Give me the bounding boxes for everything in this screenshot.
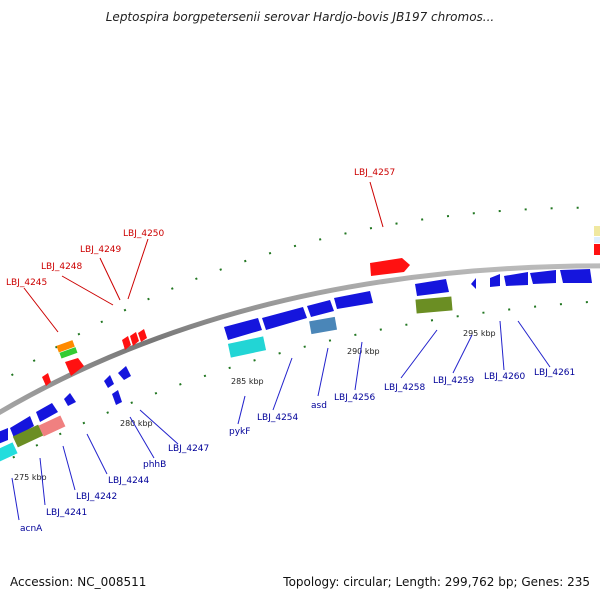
gene-label-LBJ_4249[interactable]: LBJ_4249: [80, 245, 122, 255]
reverse-gene-labels: acnA LBJ_4241 LBJ_4242 LBJ_4244 phhB LBJ…: [20, 368, 575, 534]
feature-LBJ_4249[interactable]: [122, 336, 131, 350]
feature-olive-2[interactable]: [415, 296, 453, 314]
feature-rev-12[interactable]: [415, 279, 449, 296]
reverse-strand-features: [0, 269, 592, 462]
backbone-arc: [0, 263, 600, 416]
gene-label-LBJ_4257[interactable]: LBJ_4257: [354, 168, 395, 178]
feature-steelblue[interactable]: [309, 316, 338, 335]
gene-label-LBJ_4242[interactable]: LBJ_4242: [76, 492, 117, 502]
inner-guide-arc: [0, 300, 600, 466]
gene-label-LBJ_4261[interactable]: LBJ_4261: [534, 368, 575, 378]
feature-rev-4[interactable]: [64, 393, 76, 406]
feature-orange[interactable]: [56, 340, 75, 353]
feature-LBJ_4257[interactable]: [370, 258, 410, 276]
tick-label: 285 kbp: [231, 377, 264, 386]
gene-label-LBJ_4248[interactable]: LBJ_4248: [41, 262, 83, 272]
feature-rev-7[interactable]: [112, 390, 122, 405]
feature-green-small[interactable]: [59, 347, 78, 359]
forward-leader-lines: [23, 181, 384, 333]
gene-label-acnA[interactable]: acnA: [20, 524, 43, 534]
gene-label-LBJ_4244[interactable]: LBJ_4244: [108, 476, 150, 486]
gene-label-LBJ_4258[interactable]: LBJ_4258: [384, 383, 426, 393]
feature-rev-1[interactable]: [0, 428, 8, 444]
gene-label-LBJ_4250[interactable]: LBJ_4250: [123, 229, 165, 239]
gene-label-LBJ_4260[interactable]: LBJ_4260: [484, 372, 526, 382]
gene-label-LBJ_4254[interactable]: LBJ_4254: [257, 413, 299, 423]
gene-label-LBJ_4256[interactable]: LBJ_4256: [334, 393, 376, 403]
reverse-leader-lines: [11, 320, 551, 521]
feature-cyan-2[interactable]: [227, 336, 267, 358]
gene-label-pykF[interactable]: pykF: [229, 427, 250, 437]
tick-label: 275 kbp: [14, 473, 47, 482]
feature-rev-6[interactable]: [118, 366, 131, 380]
feature-rev-9[interactable]: [262, 307, 307, 330]
feature-rev-13[interactable]: [471, 278, 476, 289]
tick-label: 280 kbp: [120, 419, 153, 428]
feature-red-small-1[interactable]: [65, 358, 84, 376]
gene-label-LBJ_4259[interactable]: LBJ_4259: [433, 376, 475, 386]
feature-rev-2[interactable]: [10, 416, 34, 438]
topology-text: Topology: circular; Length: 299,762 bp; …: [283, 575, 590, 589]
feature-rev-8[interactable]: [224, 318, 262, 340]
tick-label: 290 kbp: [347, 347, 380, 356]
position-ticks: 275 kbp 280 kbp 285 kbp 290 kbp 295 kbp: [14, 329, 496, 482]
forward-gene-labels: LBJ_4257 LBJ_4245 LBJ_4248 LBJ_4249 LBJ_…: [6, 168, 395, 288]
map-title: Leptospira borgpetersenii serovar Hardjo…: [105, 10, 495, 24]
feature-rev-17[interactable]: [560, 269, 592, 283]
gene-label-phhB[interactable]: phhB: [143, 460, 166, 470]
feature-rev-11[interactable]: [334, 291, 373, 309]
forward-strand-features: [42, 226, 600, 386]
feature-red-small-2[interactable]: [42, 373, 51, 386]
feature-rev-15[interactable]: [504, 272, 528, 286]
gene-label-LBJ_4241[interactable]: LBJ_4241: [46, 508, 87, 518]
feature-yellow[interactable]: [594, 226, 600, 236]
feature-olive-1[interactable]: [12, 424, 44, 448]
feature-rev-5[interactable]: [104, 375, 114, 388]
gene-label-LBJ_4247[interactable]: LBJ_4247: [168, 444, 209, 454]
feature-pink[interactable]: [38, 415, 66, 437]
feature-rev-10[interactable]: [307, 300, 334, 317]
accession-text: Accession: NC_008511: [10, 575, 147, 589]
feature-LBJ_4250b[interactable]: [138, 329, 147, 342]
gene-label-asd[interactable]: asd: [311, 401, 327, 411]
feature-rev-16[interactable]: [530, 270, 556, 284]
feature-rev-3[interactable]: [36, 403, 58, 422]
feature-lightblue-edge[interactable]: [594, 237, 600, 243]
feature-rev-14[interactable]: [490, 274, 500, 287]
feature-red-edge[interactable]: [594, 244, 600, 255]
gene-label-LBJ_4245[interactable]: LBJ_4245: [6, 278, 47, 288]
tick-label: 295 kbp: [463, 329, 496, 338]
feature-LBJ_4250[interactable]: [130, 332, 139, 346]
feature-cyan-1[interactable]: [0, 442, 18, 462]
